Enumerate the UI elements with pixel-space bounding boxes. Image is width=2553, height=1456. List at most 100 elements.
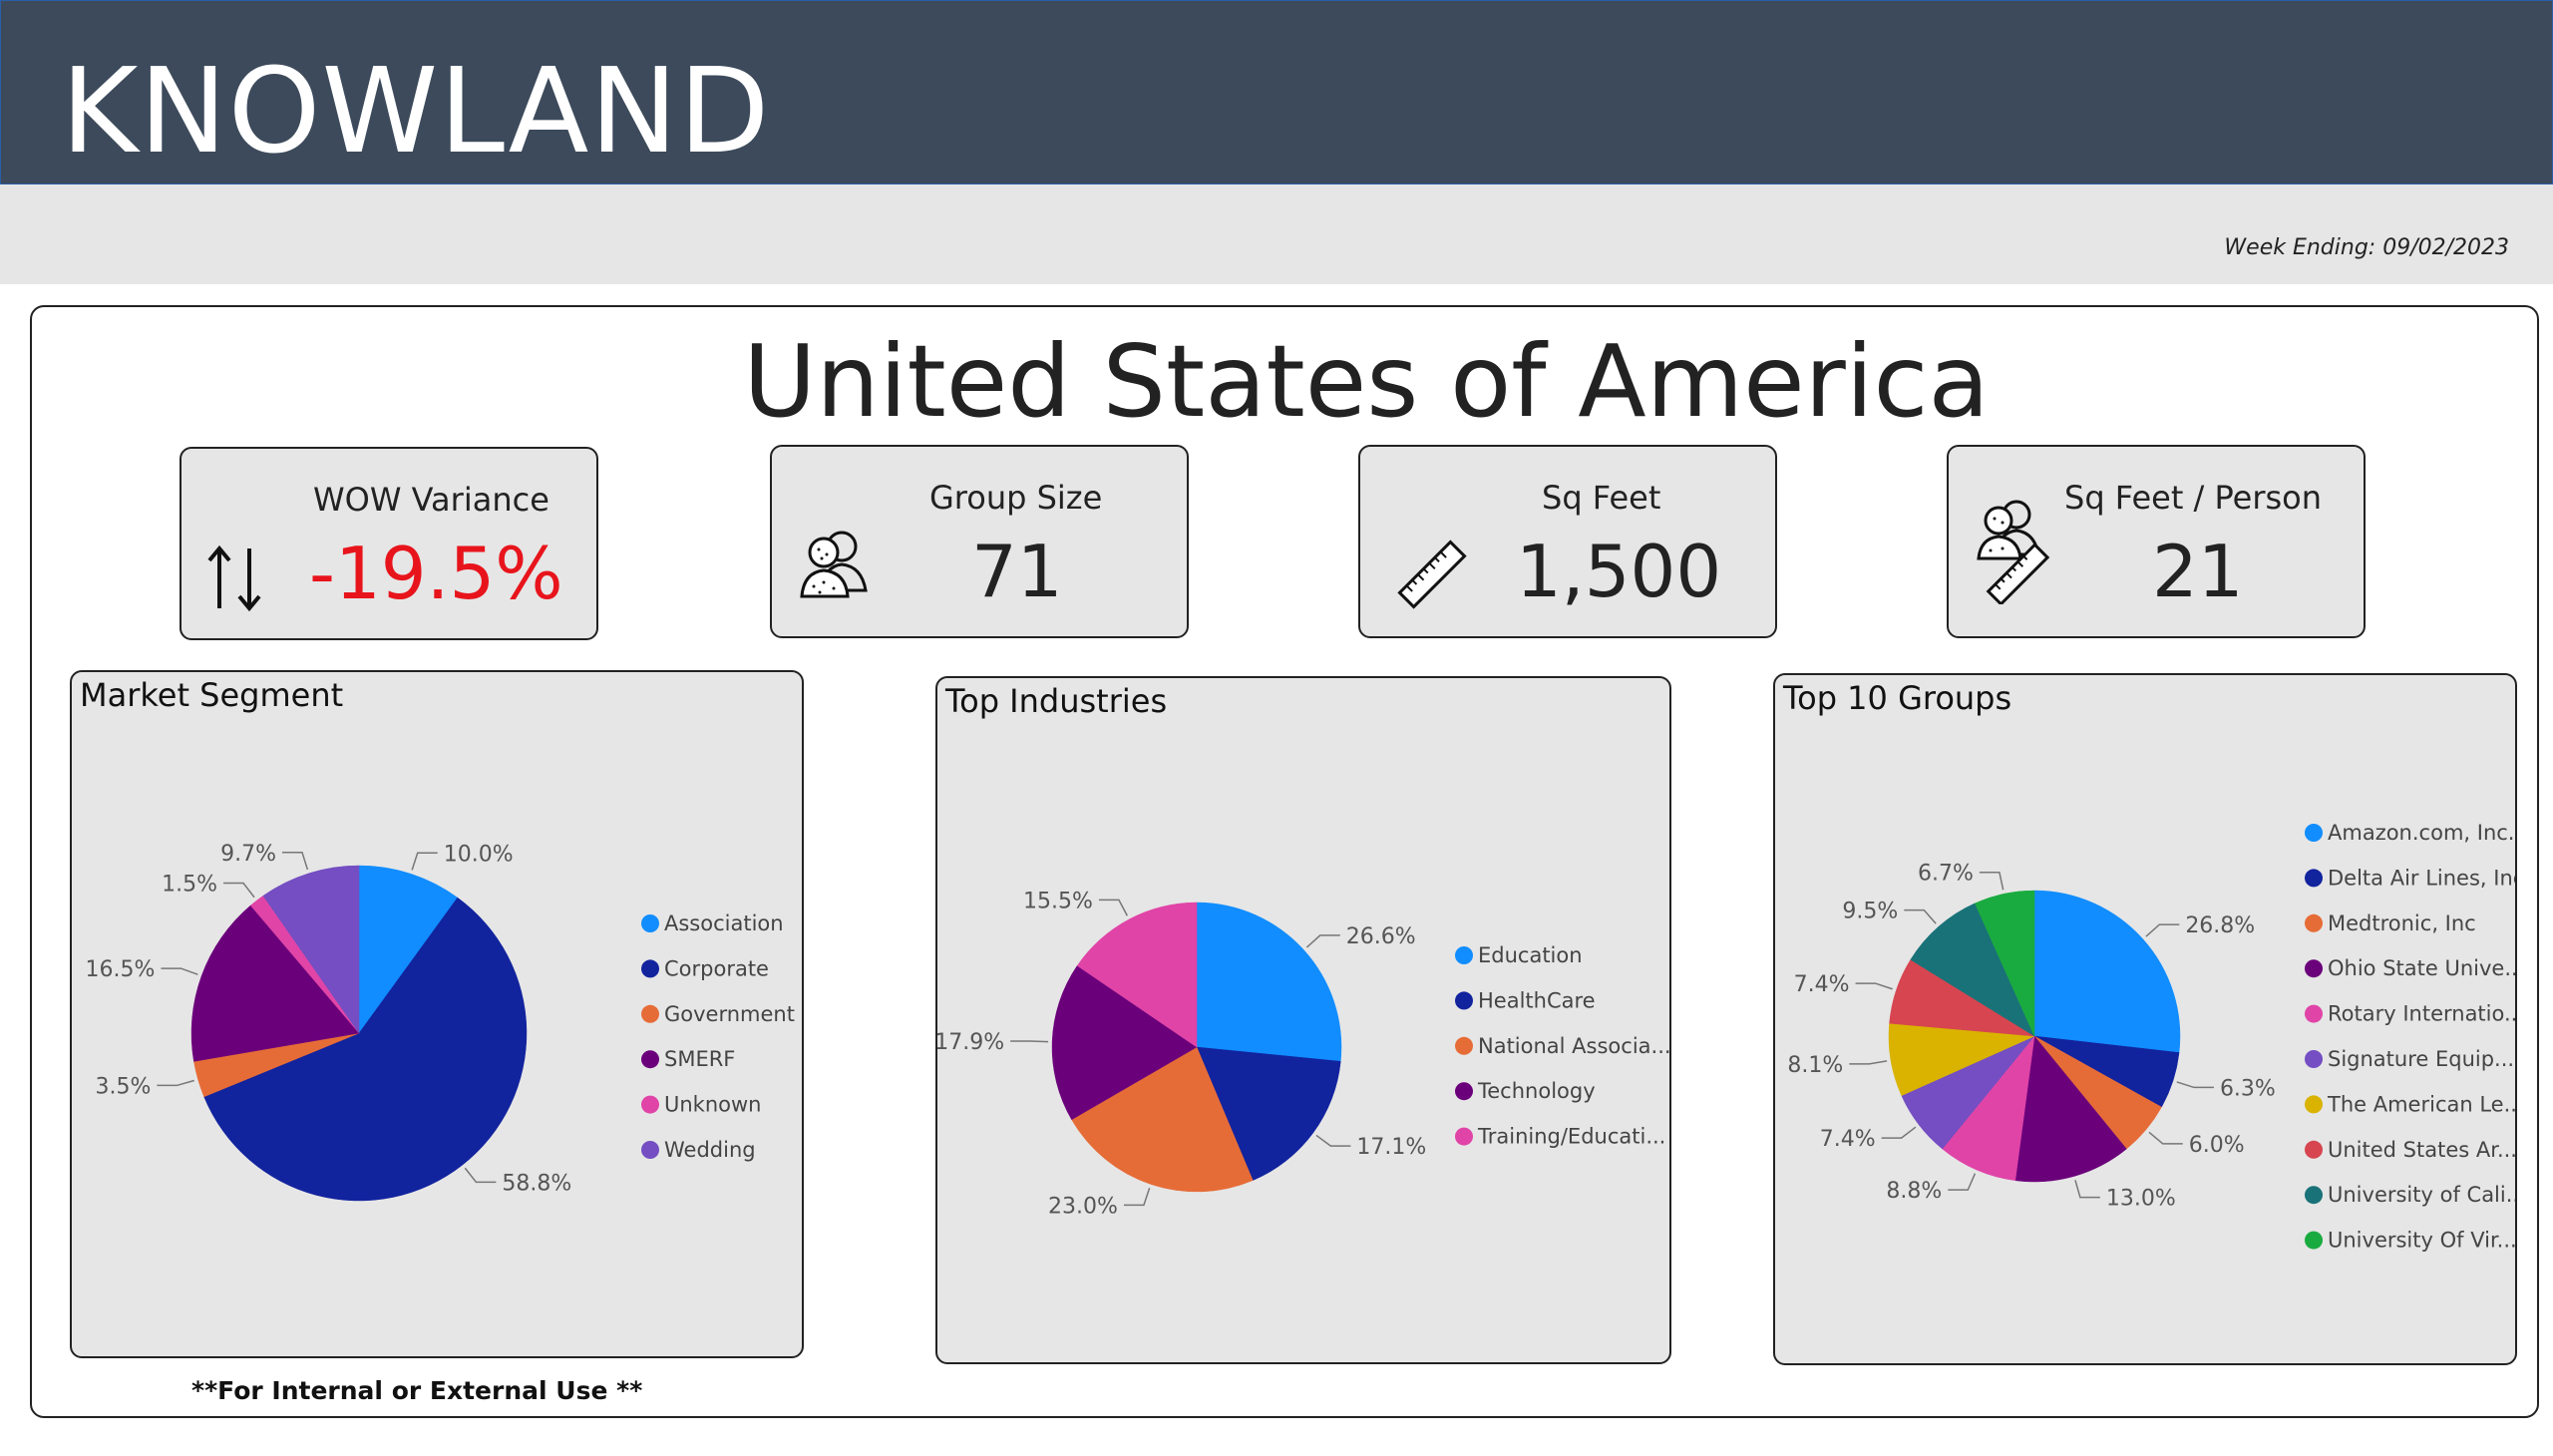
kpi-wow-value: -19.5% — [309, 532, 563, 615]
brand-title: KNOWLAND — [61, 42, 771, 180]
legend-label[interactable]: Association — [664, 911, 784, 935]
ruler-icon — [1397, 540, 1467, 609]
data-label: 13.0% — [2106, 1187, 2176, 1212]
leader-line — [1123, 1188, 1151, 1207]
data-label: 7.4% — [1820, 1127, 1876, 1152]
data-label: 9.5% — [1842, 900, 1898, 924]
pie-slice[interactable] — [1196, 1046, 1341, 1181]
pie-slice[interactable] — [1910, 903, 2035, 1037]
top-groups-card: Top 10 Groups 26.8% 6.3% 6.0% 13.0% 8.8% 7.4%… — [1773, 673, 2517, 1365]
kpi-group-size-label: Group Size — [929, 479, 1103, 517]
up-down-arrows-icon — [207, 545, 261, 612]
legend-label[interactable]: University Of Vir... — [2328, 1229, 2515, 1253]
pie-slice[interactable] — [1076, 902, 1198, 1048]
legend-label[interactable]: Rotary Internatio... — [2328, 1002, 2515, 1026]
data-label: 9.7% — [220, 842, 276, 867]
footnote: **For Internal or External Use ** — [191, 1376, 643, 1405]
leader-line — [2176, 1081, 2214, 1089]
legend-label[interactable]: Signature Equip... — [2328, 1047, 2514, 1071]
pie-slice[interactable] — [262, 865, 360, 1034]
leader-line — [411, 852, 438, 871]
legend-label[interactable]: Training/Educati... — [1477, 1125, 1665, 1149]
legend-label[interactable]: Technology — [1477, 1079, 1596, 1103]
legend-label[interactable]: Corporate — [664, 956, 769, 980]
legend-marker — [2305, 1095, 2323, 1114]
pie-slice[interactable] — [358, 865, 459, 1034]
leader-line — [1305, 934, 1340, 948]
leader-line — [2074, 1180, 2100, 1199]
chart-title: Top 10 Groups — [1783, 679, 2012, 717]
legend-label[interactable]: United States Ar... — [2328, 1138, 2515, 1162]
leader-line — [1979, 871, 2005, 891]
data-label: 16.5% — [86, 957, 156, 982]
data-label: 26.6% — [1346, 924, 1416, 949]
legend-marker — [1455, 1082, 1473, 1101]
data-label: 17.1% — [1356, 1135, 1426, 1160]
data-label: 26.8% — [2185, 913, 2255, 938]
kpi-sq-per-person-value: 21 — [2152, 530, 2244, 613]
legend-marker — [641, 1050, 659, 1069]
leader-line — [1881, 1126, 1917, 1139]
legend-label[interactable]: Amazon.com, Inc. — [2328, 821, 2514, 845]
legend-marker — [641, 914, 659, 932]
kpi-sq-feet-per-person: Sq Feet / Person 21 — [1947, 445, 2366, 638]
leader-line — [1849, 1060, 1888, 1065]
legend-marker — [1455, 946, 1473, 964]
country-title: United States of America — [743, 323, 1990, 440]
legend-marker — [1455, 991, 1473, 1010]
leader-line — [1855, 982, 1893, 990]
data-label: 17.9% — [937, 1030, 1004, 1055]
week-ending-label: Week Ending: 09/02/2023 — [2224, 235, 2509, 260]
pie-slice[interactable] — [190, 905, 360, 1062]
data-label: 6.3% — [2220, 1076, 2276, 1101]
legend-marker — [641, 1095, 659, 1114]
legend-label[interactable]: National Associa... — [1478, 1034, 1669, 1058]
data-label: 58.8% — [502, 1171, 571, 1196]
legend-marker — [2305, 824, 2323, 842]
legend-label[interactable]: Delta Air Lines, Inc — [2328, 866, 2515, 890]
data-label: 6.0% — [2189, 1133, 2245, 1158]
kpi-group-size-value: 71 — [971, 530, 1063, 613]
legend-label[interactable]: Unknown — [664, 1093, 761, 1117]
people-ruler-icon — [1977, 500, 2050, 604]
data-label: 3.5% — [95, 1074, 151, 1099]
legend-label[interactable]: Medtronic, Inc — [2328, 911, 2476, 935]
market-segment-card: Market Segment 10.0% 58.8% 3.5% 16.5% 1.5% 9.… — [70, 670, 804, 1358]
legend-marker — [641, 959, 659, 978]
legend-marker — [2305, 869, 2323, 888]
legend-label[interactable]: University of Cali... — [2328, 1183, 2515, 1207]
data-label: 15.5% — [1023, 889, 1093, 913]
legend-label[interactable]: Education — [1478, 943, 1583, 967]
leader-line — [2145, 923, 2180, 937]
sub-bar — [0, 184, 2553, 284]
pie-slice[interactable] — [203, 897, 528, 1202]
kpi-sq-feet-label: Sq Feet — [1542, 479, 1661, 517]
legend-label[interactable]: SMERF — [664, 1047, 735, 1071]
pie-slice[interactable] — [2033, 890, 2181, 1053]
legend-marker — [2305, 913, 2323, 932]
data-label: 10.0% — [444, 842, 514, 867]
pie-slice[interactable] — [1196, 902, 1342, 1062]
leader-line — [1904, 909, 1937, 924]
pie-slice[interactable] — [1942, 1035, 2035, 1182]
leader-line — [223, 882, 255, 899]
data-label: 1.5% — [162, 873, 217, 898]
leader-line — [281, 852, 309, 871]
pie-slice[interactable] — [1051, 965, 1198, 1121]
data-label: 23.0% — [1048, 1194, 1118, 1219]
legend-marker — [1455, 1036, 1473, 1055]
legend-marker — [2305, 1050, 2323, 1068]
pie-slice[interactable] — [1071, 1046, 1254, 1193]
legend-label[interactable]: Ohio State Unive... — [2328, 956, 2515, 980]
legend-marker — [1455, 1127, 1473, 1146]
top-groups-pie-chart: 26.8% 6.3% 6.0% 13.0% 8.8% 7.4% 8.1% 7.4% 9.5% 6.… — [1787, 821, 2515, 1253]
legend-label[interactable]: Government — [664, 1002, 795, 1026]
pie-slice[interactable] — [1975, 890, 2035, 1037]
kpi-sq-per-person-label: Sq Feet / Person — [2064, 479, 2323, 517]
legend-label[interactable]: The American Le... — [2327, 1092, 2515, 1116]
leader-line — [1948, 1173, 1977, 1191]
legend-label[interactable]: HealthCare — [1478, 988, 1596, 1012]
header-bar: KNOWLAND — [0, 0, 2553, 184]
legend-label[interactable]: Wedding — [664, 1138, 756, 1162]
pie-slice[interactable] — [2014, 1035, 2127, 1183]
